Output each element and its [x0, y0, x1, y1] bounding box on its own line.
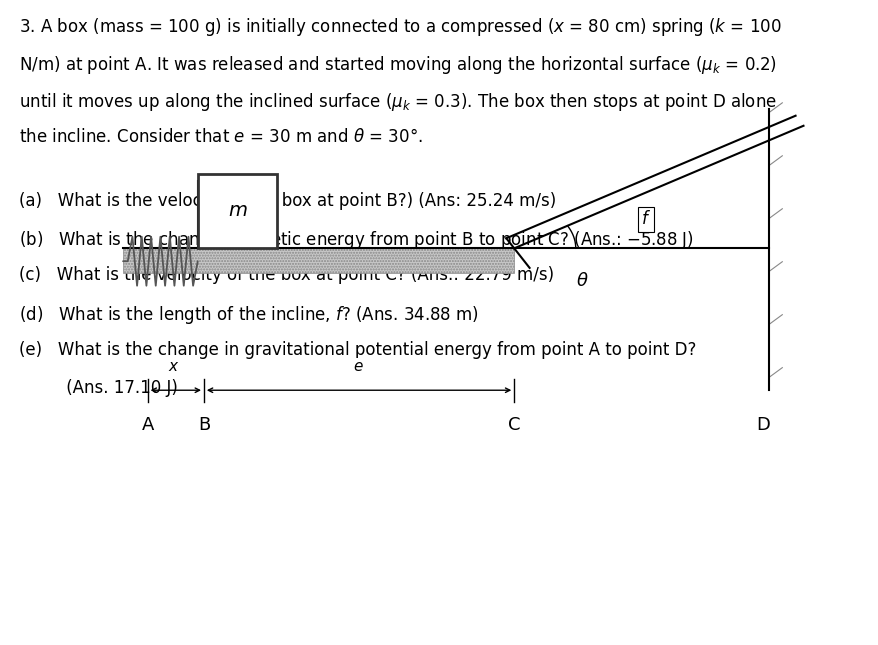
- Text: 3. A box (mass = 100 g) is initially connected to a compressed ($x$ = 80 cm) spr: 3. A box (mass = 100 g) is initially con…: [19, 16, 781, 38]
- Text: N/m) at point A. It was released and started moving along the horizontal surface: N/m) at point A. It was released and sta…: [19, 54, 776, 75]
- Text: (d)   What is the length of the incline, $f$? (Ans. 34.88 m): (d) What is the length of the incline, $…: [19, 304, 479, 326]
- Text: until it moves up along the inclined surface ($\mu_k$ = 0.3). The box then stops: until it moves up along the inclined sur…: [19, 91, 776, 113]
- Text: $e$: $e$: [353, 360, 363, 374]
- Text: $f$: $f$: [640, 210, 651, 228]
- Text: (a)   What is the velocity of the box at point B?) (Ans: 25.24 m/s): (a) What is the velocity of the box at p…: [19, 192, 556, 210]
- Bar: [123, 248, 514, 273]
- Text: B: B: [198, 416, 210, 434]
- Bar: [198, 174, 277, 248]
- Text: $x$: $x$: [168, 360, 180, 374]
- Text: D: D: [755, 416, 769, 434]
- Text: $m$: $m$: [227, 203, 247, 220]
- Text: the incline. Consider that $e$ = 30 m and $\theta$ = 30°.: the incline. Consider that $e$ = 30 m an…: [19, 128, 422, 146]
- Text: (c)   What is the velocity of the box at point C? (Ans.: 22.79 m/s): (c) What is the velocity of the box at p…: [19, 266, 554, 284]
- Text: (Ans. 17.10 J): (Ans. 17.10 J): [19, 379, 178, 397]
- Text: A: A: [141, 416, 154, 434]
- Text: C: C: [507, 416, 520, 434]
- Text: $\theta$: $\theta$: [575, 272, 587, 290]
- Text: (e)   What is the change in gravitational potential energy from point A to point: (e) What is the change in gravitational …: [19, 341, 696, 359]
- Text: (b)   What is the change in kinetic energy from point B to point C? (Ans.: $-$5.: (b) What is the change in kinetic energy…: [19, 229, 694, 251]
